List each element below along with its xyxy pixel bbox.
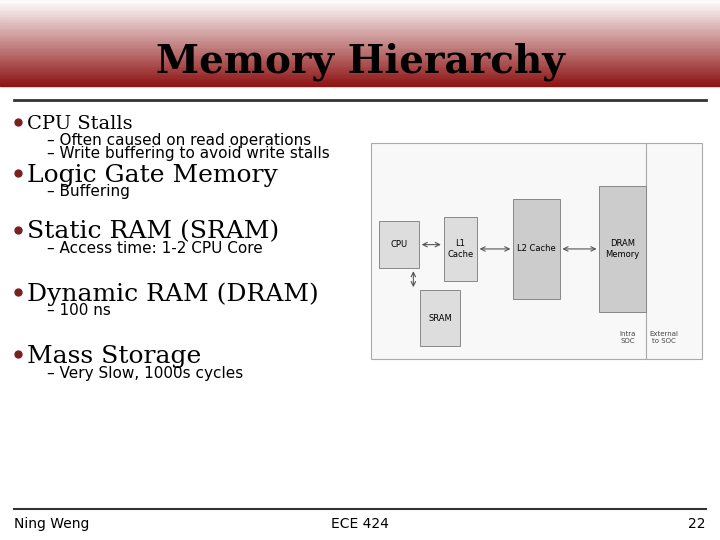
Bar [0,2,720,3]
Bar [0,68,720,69]
Bar [0,31,720,33]
Bar [420,290,460,346]
Bar [0,17,720,19]
Bar [0,43,720,45]
Text: ECE 424: ECE 424 [331,517,389,531]
Text: – Very Slow, 1000s cycles: – Very Slow, 1000s cycles [47,366,243,381]
Bar [599,186,646,312]
Bar [0,60,720,62]
Bar [0,62,720,64]
Bar [0,72,720,75]
Text: Memory Hierarchy: Memory Hierarchy [156,43,564,82]
Bar [0,55,720,57]
Text: CPU Stalls: CPU Stalls [27,115,133,133]
Bar [0,83,720,85]
Bar [0,66,720,68]
Text: Mass Storage: Mass Storage [27,345,202,368]
Text: Static RAM (SRAM): Static RAM (SRAM) [27,221,279,244]
Bar [0,23,720,24]
Bar [379,221,419,268]
Bar [0,40,720,42]
Bar [0,64,720,66]
Text: CPU: CPU [390,240,408,249]
Bar [0,76,720,78]
Bar [0,46,720,49]
Text: L2 Cache: L2 Cache [517,245,556,253]
Bar [0,71,720,72]
Text: – Write buffering to avoid write stalls: – Write buffering to avoid write stalls [47,146,330,161]
Bar [0,26,720,28]
Bar [0,7,720,9]
Bar [0,12,720,14]
Text: DRAM
Memory: DRAM Memory [606,239,639,259]
Text: 22: 22 [688,517,706,531]
Bar [0,19,720,21]
Text: Dynamic RAM (DRAM): Dynamic RAM (DRAM) [27,282,319,306]
Bar [0,24,720,26]
Bar [0,36,720,38]
Bar [0,0,720,2]
Bar [0,10,720,12]
Bar [0,33,720,35]
Bar [0,52,720,53]
Bar [0,16,720,17]
Bar [0,81,720,83]
Bar [0,79,720,81]
Text: L1
Cache: L1 Cache [447,239,473,259]
Bar [513,199,559,299]
Bar [0,45,720,46]
Text: – 100 ns: – 100 ns [47,303,111,318]
Text: External
to SOC: External to SOC [649,331,678,344]
Bar [0,35,720,36]
Text: – Access time: 1-2 CPU Core: – Access time: 1-2 CPU Core [47,241,263,256]
Bar [0,42,720,43]
Bar [0,50,720,52]
Text: Intra
SOC: Intra SOC [619,331,636,344]
Bar [444,217,477,281]
Bar [0,59,720,60]
Bar [0,28,720,29]
Bar [0,38,720,40]
Bar [0,85,720,86]
Bar [0,14,720,16]
Bar [0,75,720,76]
Bar [371,143,702,359]
Bar [0,5,720,7]
Text: Ning Weng: Ning Weng [14,517,90,531]
Bar [0,29,720,31]
Bar [0,78,720,79]
Bar [0,69,720,71]
Bar [0,21,720,23]
Bar [0,49,720,50]
Text: SRAM: SRAM [428,314,452,322]
Text: – Buffering: – Buffering [47,184,130,199]
Text: Logic Gate Memory: Logic Gate Memory [27,164,278,187]
Bar [0,3,720,5]
Bar [0,9,720,10]
Bar [0,53,720,55]
Text: – Often caused on read operations: – Often caused on read operations [47,133,311,148]
Bar [0,57,720,59]
